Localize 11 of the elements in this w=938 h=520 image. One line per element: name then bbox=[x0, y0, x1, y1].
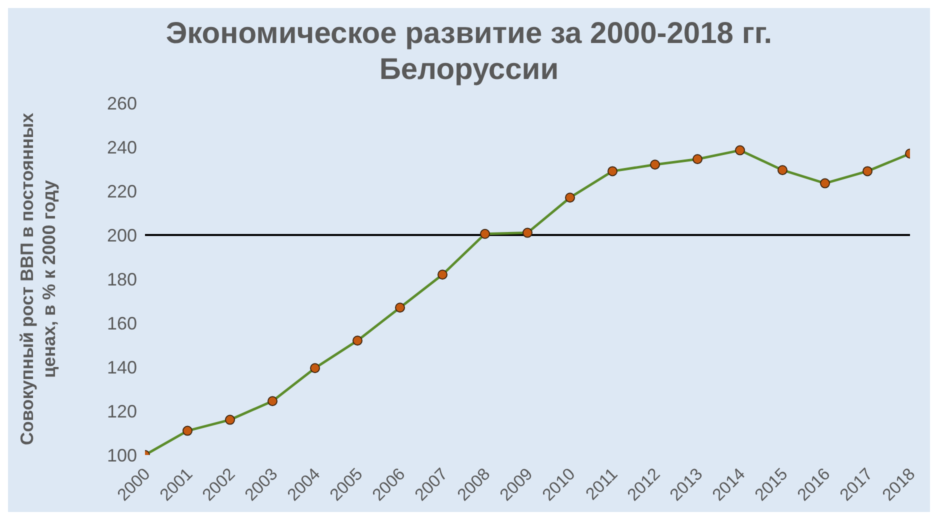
y-tick-label: 140 bbox=[106, 357, 137, 378]
y-axis-title: Совокупный рост ВВП в постоянных ценах, в % к 2000 году bbox=[17, 112, 59, 446]
y-tick-label: 260 bbox=[106, 93, 137, 114]
y-tick-label: 180 bbox=[106, 269, 137, 290]
y-tick-label: 220 bbox=[106, 181, 137, 202]
y-tick-label: 120 bbox=[106, 401, 137, 422]
chart-title: Экономическое развитие за 2000-2018 гг. Белоруссии bbox=[164, 16, 774, 88]
y-tick-label: 100 bbox=[106, 445, 137, 466]
y-tick-label: 160 bbox=[106, 313, 137, 334]
y-tick-label: 200 bbox=[106, 225, 137, 246]
y-tick-label: 240 bbox=[106, 137, 137, 158]
